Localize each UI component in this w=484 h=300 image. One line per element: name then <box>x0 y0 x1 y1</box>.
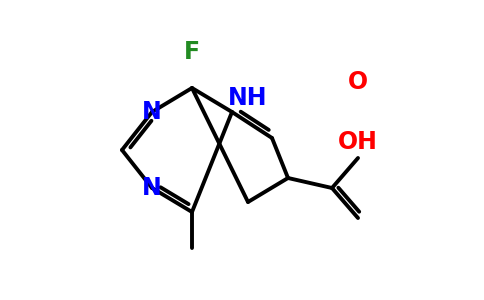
Text: N: N <box>142 100 162 124</box>
Text: OH: OH <box>338 130 378 154</box>
Text: NH: NH <box>228 86 268 110</box>
Text: O: O <box>348 70 368 94</box>
Text: N: N <box>142 176 162 200</box>
Text: F: F <box>184 40 200 64</box>
